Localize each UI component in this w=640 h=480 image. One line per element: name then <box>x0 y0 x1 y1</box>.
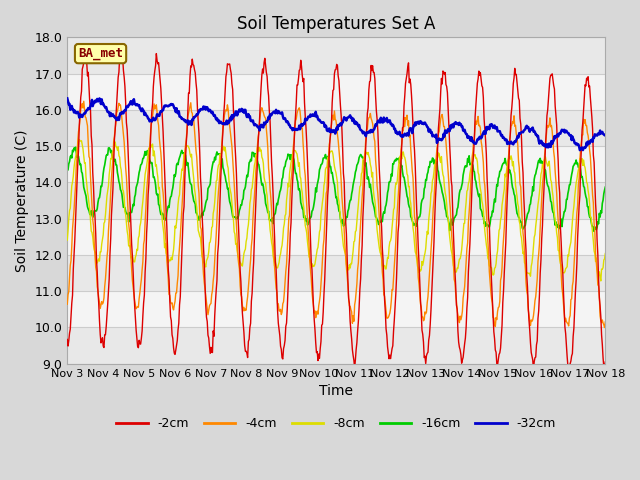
X-axis label: Time: Time <box>319 384 353 398</box>
Bar <box>67 327 605 364</box>
Bar <box>67 37 605 73</box>
Bar <box>67 146 605 182</box>
Legend: -2cm, -4cm, -8cm, -16cm, -32cm: -2cm, -4cm, -8cm, -16cm, -32cm <box>111 412 561 435</box>
Text: BA_met: BA_met <box>78 47 123 60</box>
Y-axis label: Soil Temperature (C): Soil Temperature (C) <box>15 129 29 272</box>
Bar <box>67 182 605 219</box>
Bar <box>67 73 605 110</box>
Title: Soil Temperatures Set A: Soil Temperatures Set A <box>237 15 435 33</box>
Bar <box>67 110 605 146</box>
Bar <box>67 219 605 255</box>
Bar <box>67 255 605 291</box>
Bar <box>67 291 605 327</box>
